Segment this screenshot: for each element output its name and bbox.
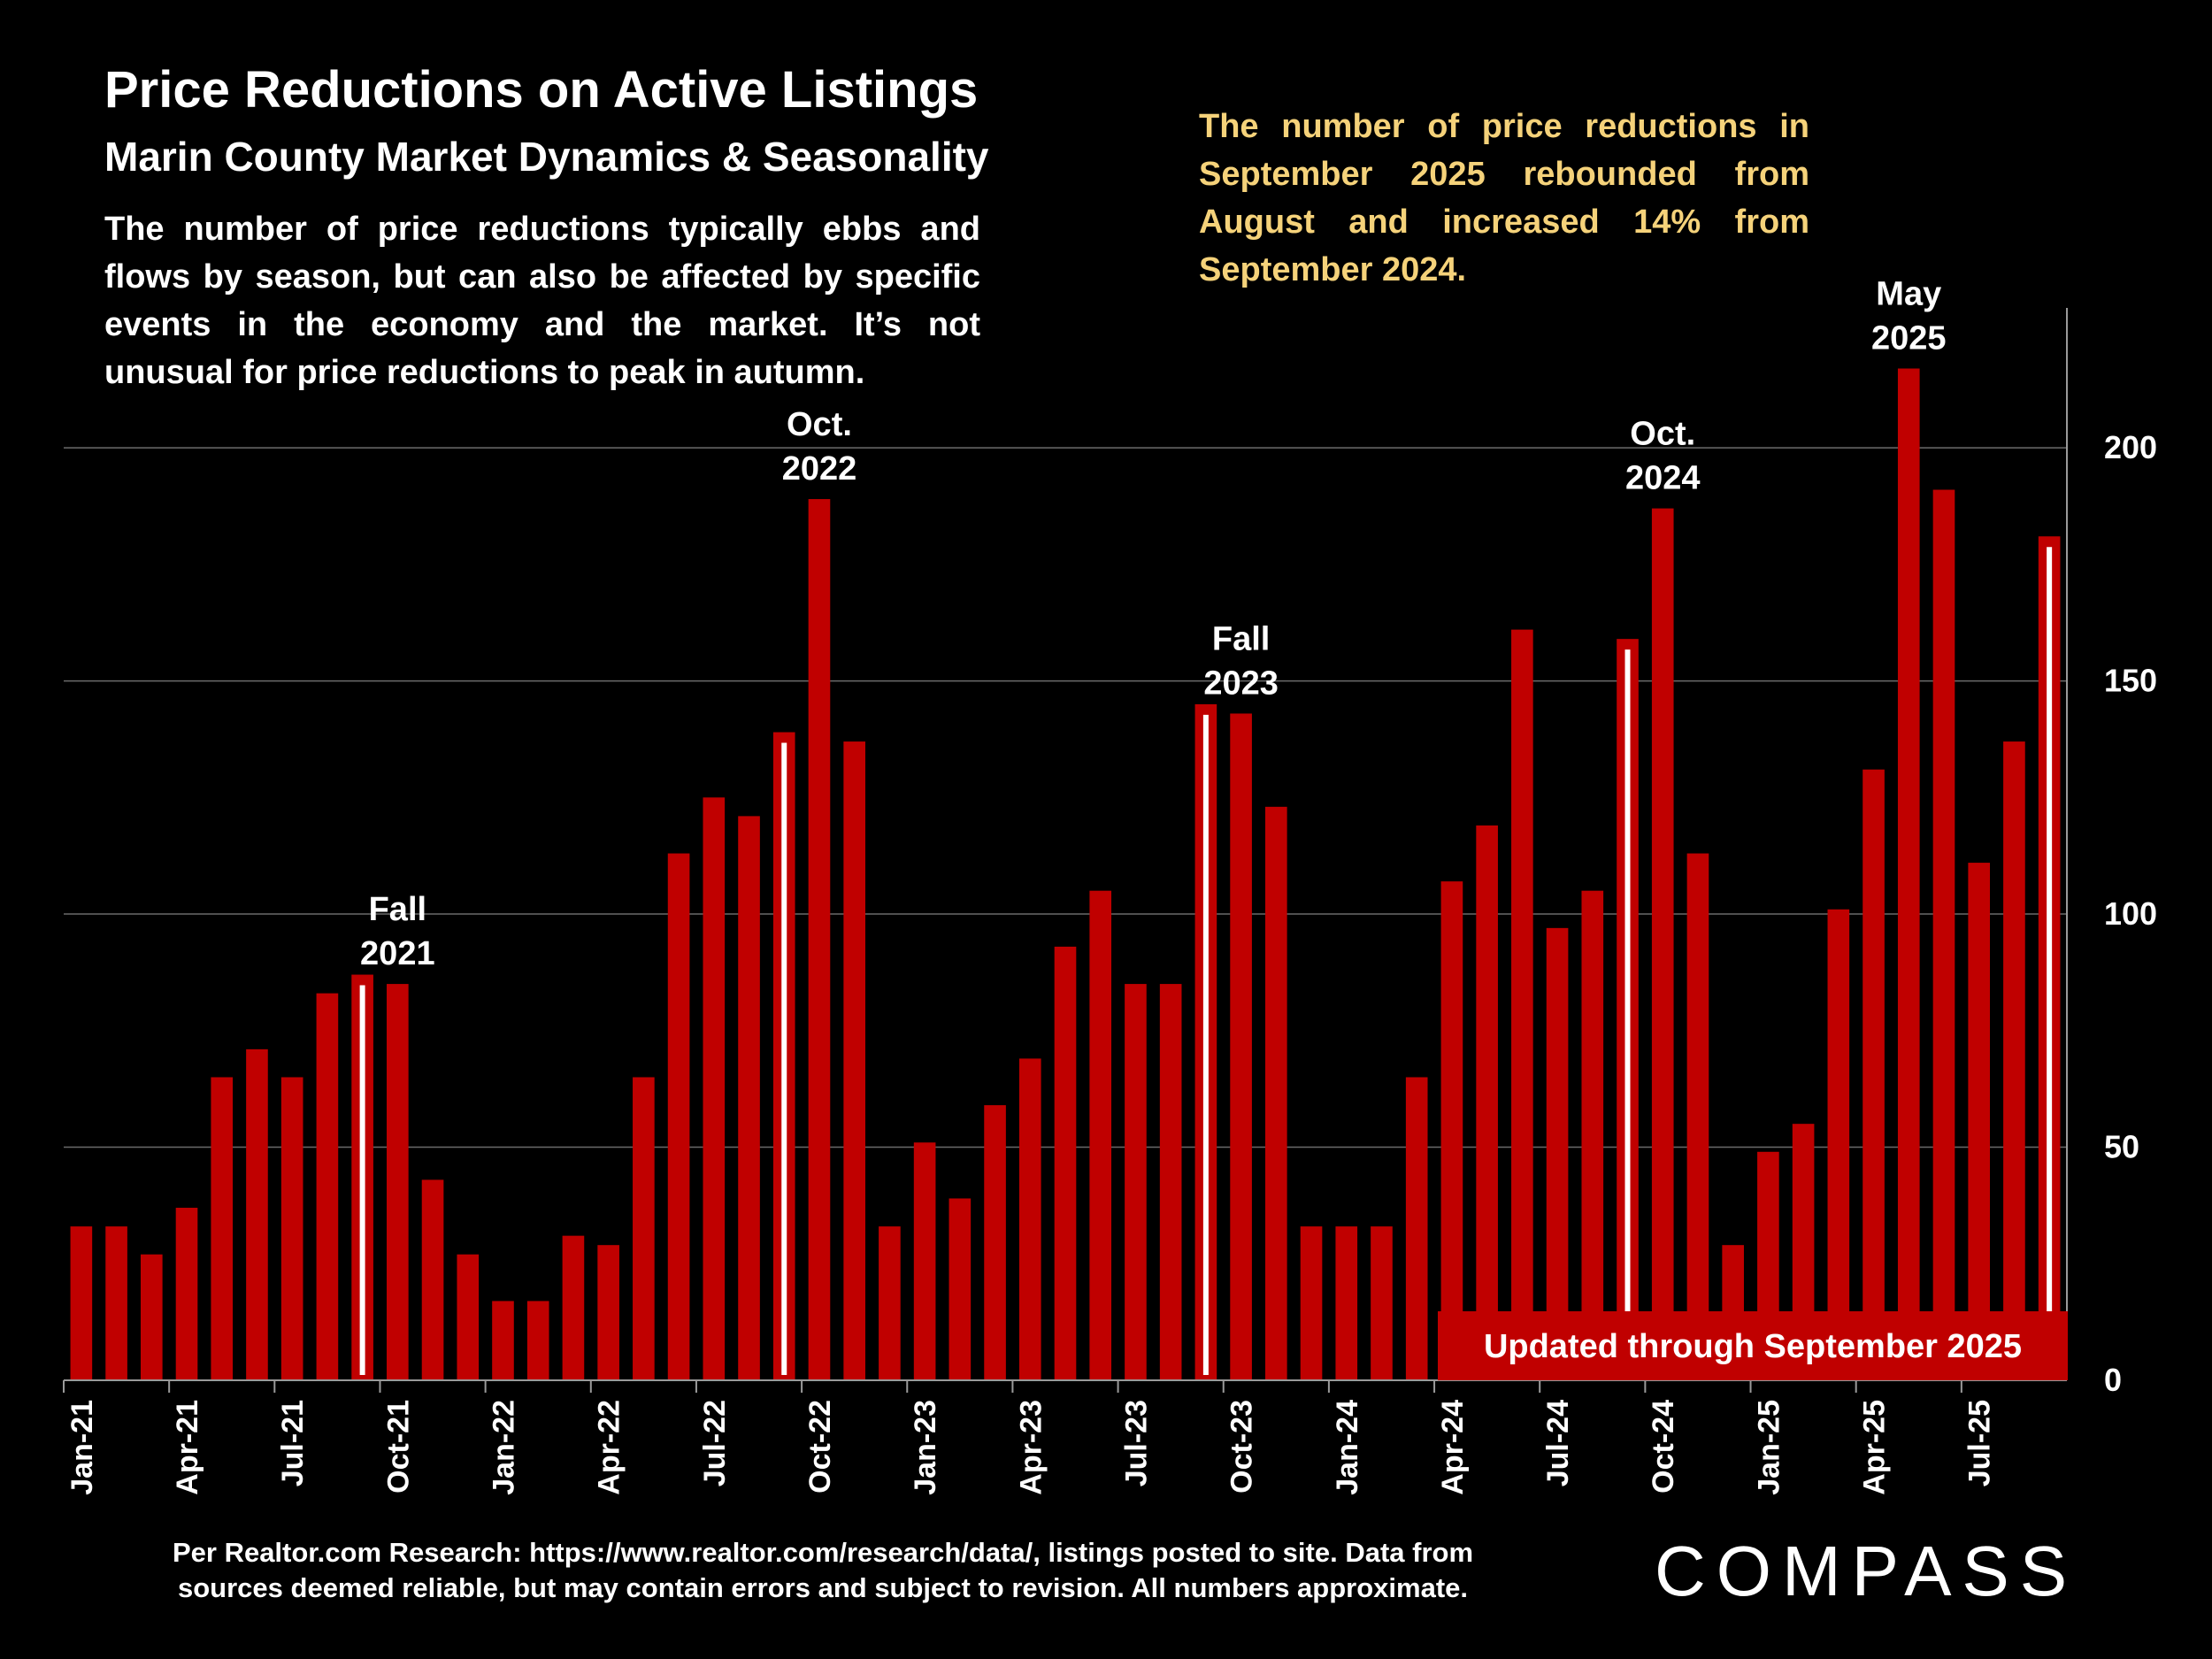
annotation-line-1: Oct. [1630,416,1695,453]
bar [1827,909,1850,1380]
bar [667,853,690,1380]
bar [562,1235,585,1380]
bar [1440,881,1463,1380]
bar [421,1179,444,1380]
x-tick-label: Jan-24 [1331,1400,1364,1495]
source-footnote: Per Realtor.com Research: https://www.re… [133,1535,1513,1606]
y-tick-label: 50 [2104,1129,2139,1165]
bar [211,1077,234,1380]
bar [1897,368,1920,1380]
annotation-line-2: 2022 [782,450,857,488]
annotation-line-2: 2021 [360,935,435,972]
bar [1686,853,1709,1380]
bar [1581,890,1604,1380]
bar [70,1226,93,1380]
y-tick-label: 200 [2104,429,2157,465]
bar [633,1077,655,1380]
x-tick-label: Jan-23 [909,1400,942,1495]
bar [808,499,831,1380]
bar [1089,890,1112,1380]
bar [913,1142,936,1380]
bar [1300,1226,1323,1380]
x-tick-label: Apr-25 [1858,1400,1892,1495]
x-tick-label: Oct-23 [1225,1400,1259,1494]
footnote-line-1: Per Realtor.com Research: https://www.re… [172,1537,1474,1568]
chart-title: Price Reductions on Active Listings [104,61,979,119]
bar [738,816,760,1380]
bar [1371,1226,1393,1380]
y-tick-label: 100 [2104,895,2157,932]
bar [1018,1058,1041,1380]
bar [140,1254,163,1380]
bar [1476,825,1498,1380]
x-tick-label: Apr-24 [1436,1400,1470,1495]
bar [1125,984,1147,1380]
bar [1405,1077,1428,1380]
bar [1968,863,1991,1380]
x-tick-label: Jan-25 [1752,1400,1786,1495]
bar [2003,741,2025,1380]
bar [1863,769,1885,1380]
bar [1230,713,1252,1380]
chart-subtitle: Marin County Market Dynamics & Seasonali… [104,134,989,180]
bar [1651,508,1674,1380]
footnote-line-2: sources deemed reliable, but may contain… [178,1572,1468,1603]
bar [1159,984,1182,1380]
bar [1546,927,1569,1380]
x-tick-label: Jul-22 [698,1400,732,1486]
callout-text: The number of price reductions in Septem… [1199,108,1809,288]
x-tick-label: Jul-21 [276,1400,310,1486]
bar [316,993,339,1380]
annotation-line-1: Oct. [787,406,852,443]
bar [597,1245,619,1380]
y-tick-label: 150 [2104,663,2157,699]
bar [105,1226,127,1380]
x-tick-label: Apr-22 [593,1400,626,1495]
annotation-line-2: 2025 [1871,320,1947,357]
x-tick-label: Apr-23 [1014,1400,1048,1495]
bar [1335,1226,1358,1380]
bar [492,1301,514,1380]
bar [457,1254,480,1380]
x-tick-label: Jan-22 [487,1400,520,1495]
bar-chart: 0 50 100 150 200 Jan-21 Apr-21 Jul-21 Oct-21 Jan-… [63,276,2157,1495]
annotation-line-2: 2023 [1203,664,1279,702]
bar [526,1301,549,1380]
bar [843,741,865,1380]
bar [949,1198,972,1380]
compass-logo: COMPASS [1655,1532,2078,1610]
bar [1265,806,1287,1380]
bar [984,1105,1006,1380]
bar [703,797,726,1380]
bar [280,1077,303,1380]
bar [879,1226,901,1380]
annotation-line-2: 2024 [1625,460,1701,497]
annotation-line-1: Fall [369,891,426,928]
bar [175,1208,198,1380]
bar [246,1048,268,1380]
x-tick-label: Oct-22 [803,1400,837,1494]
x-tick-label: Jul-23 [1119,1400,1153,1486]
x-tick-label: Oct-24 [1647,1400,1680,1494]
update-label-box [1438,1311,2068,1380]
bar [1511,629,1533,1380]
bar [1932,489,1955,1380]
annotation-line-1: May [1876,276,1941,313]
y-tick-label: 0 [2104,1362,2122,1398]
description-text: The number of price reductions typically… [104,211,980,391]
x-tick-label: Jul-24 [1541,1400,1575,1486]
update-label-text: Updated through September 2025 [1484,1328,2022,1365]
bar [1054,946,1077,1380]
x-tick-label: Oct-21 [381,1400,415,1494]
x-tick-label: Jan-21 [65,1400,99,1495]
x-tick-label: Apr-21 [171,1400,204,1495]
x-tick-label: Jul-25 [1963,1400,1997,1486]
bar [387,984,409,1380]
annotation-line-1: Fall [1212,620,1270,657]
